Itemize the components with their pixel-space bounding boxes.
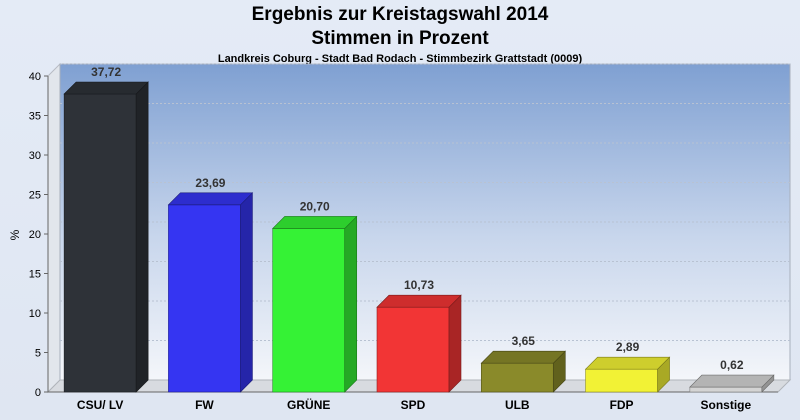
y-tick-label: 30 xyxy=(29,150,41,162)
bar-value-label: 20,70 xyxy=(300,199,330,213)
chart-title: Ergebnis zur Kreistagswahl 2014 xyxy=(251,4,549,25)
x-tick-label: GRÜNE xyxy=(287,397,330,412)
bar-front xyxy=(63,93,137,393)
y-tick-label: 40 xyxy=(29,71,41,83)
bar-top xyxy=(689,374,775,388)
bar-top xyxy=(63,81,149,95)
bar-top xyxy=(271,216,358,229)
y-tick-label: 15 xyxy=(29,269,41,281)
bar-ulb xyxy=(480,350,567,393)
y-tick-label: 35 xyxy=(29,111,41,123)
bar-value-label: 23,69 xyxy=(195,176,225,190)
bar-value-label: 2,89 xyxy=(616,340,640,354)
plot-side-wall xyxy=(47,62,61,394)
x-tick-label: ULB xyxy=(505,398,530,412)
y-tick-label: 25 xyxy=(29,190,41,202)
bar-top xyxy=(584,356,671,370)
x-tick-label: Sonstige xyxy=(701,398,752,412)
y-tick-label: 5 xyxy=(35,348,41,360)
bar-front xyxy=(585,368,658,393)
bar-top xyxy=(167,192,254,206)
bar-top xyxy=(480,350,567,364)
bar-fdp xyxy=(584,356,671,393)
y-tick-label: 20 xyxy=(29,229,41,241)
bar-spd xyxy=(376,294,462,393)
bar-value-label: 37,72 xyxy=(91,65,121,79)
chart-subtitle: Stimmen in Prozent xyxy=(311,28,489,49)
y-axis-label: % xyxy=(8,229,22,240)
bar-front xyxy=(480,362,554,393)
bar-side xyxy=(448,294,462,393)
bar-top xyxy=(376,294,462,308)
x-tick-label: FDP xyxy=(610,398,634,412)
bar-value-label: 0,62 xyxy=(720,358,744,372)
bar-front xyxy=(168,204,241,393)
bar-front xyxy=(272,228,346,393)
bar-grüne xyxy=(271,215,358,393)
x-tick-label: FW xyxy=(195,398,214,412)
y-tick-label: 10 xyxy=(29,308,41,320)
bar-side xyxy=(135,81,149,393)
x-tick-label: SPD xyxy=(401,398,426,412)
bar-sonstige xyxy=(689,374,775,393)
bar-front xyxy=(689,386,763,393)
y-tick-label: 0 xyxy=(35,387,41,399)
bar-side xyxy=(240,192,253,393)
bar-fw xyxy=(167,192,254,393)
chart-caption: Landkreis Coburg - Stadt Bad Rodach - St… xyxy=(217,53,583,65)
bar-csu-lv xyxy=(63,81,149,393)
bar-value-label: 10,73 xyxy=(404,278,434,292)
bar-value-label: 3,65 xyxy=(512,334,536,348)
bar-front xyxy=(376,306,450,393)
bar-side xyxy=(344,215,358,393)
x-tick-label: CSU/ LV xyxy=(77,398,123,412)
